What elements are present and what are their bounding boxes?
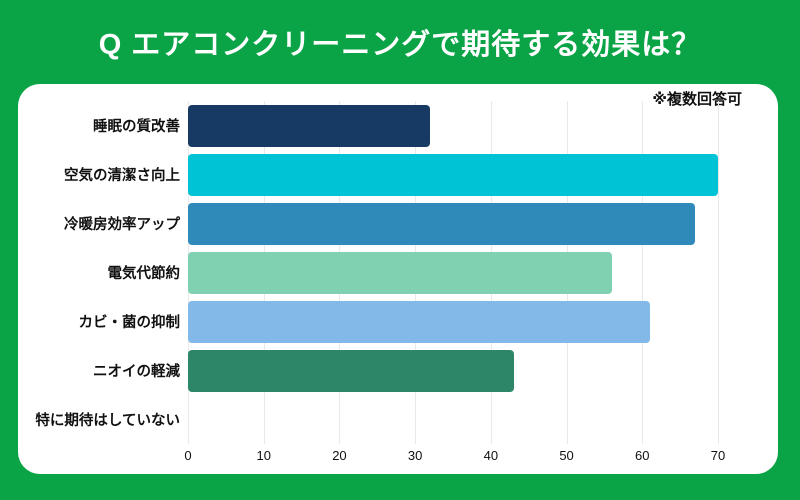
category-label: 特に期待はしていない: [35, 413, 180, 429]
x-tick-label: 10: [256, 448, 271, 463]
category-label: カビ・菌の抑制: [78, 315, 181, 331]
bar: [188, 104, 431, 147]
x-tick-label: 70: [710, 448, 726, 463]
bar: [188, 153, 718, 196]
gridline: [718, 101, 719, 444]
category-label: 冷暖房効率アップ: [64, 217, 180, 233]
x-tick-label: 20: [332, 448, 347, 463]
category-label: ニオイの軽減: [93, 364, 180, 380]
chart-row: 空気の清潔さ向上: [18, 150, 774, 199]
bar-track: [188, 150, 774, 199]
bar: [188, 300, 650, 343]
chart-row: ニオイの軽減: [18, 346, 774, 395]
x-tick-label: 0: [184, 448, 192, 463]
x-tick-label: 30: [407, 448, 423, 463]
bar-track: [188, 248, 774, 297]
bar-track: [188, 395, 774, 444]
x-tick-label: 50: [559, 448, 574, 463]
bar-track: [188, 101, 774, 150]
x-axis: 0 10 20 30 40 50 60 70: [184, 448, 774, 466]
chart-row: 冷暖房効率アップ: [18, 199, 774, 248]
bar-track: [188, 199, 774, 248]
category-label: 睡眠の質改善: [93, 119, 180, 135]
chart-row: 睡眠の質改善: [18, 101, 774, 150]
chart-row: 特に期待はしていない: [18, 395, 774, 444]
multiple-answers-note: ※複数回答可: [652, 91, 742, 108]
chart-row: カビ・菌の抑制: [18, 297, 774, 346]
gridline: [642, 101, 644, 444]
x-tick-label: 40: [483, 448, 499, 463]
bar: [188, 251, 612, 294]
chart-title: Q エアコンクリーニングで期待する効果は？: [98, 29, 702, 61]
bar-rows: 睡眠の質改善空気の清潔さ向上 冷暖房効率アップ電気代節約カビ・菌の抑制ニオイの軽減…: [18, 101, 774, 444]
category-label: 空気の清潔さ向上: [64, 168, 180, 184]
chart-row: 電気代節約: [18, 248, 774, 297]
chart-title-banner: Q エアコンクリーニングで期待する効果は？: [0, 0, 800, 84]
category-label: 電気代節約: [107, 266, 181, 282]
x-tick-label: 60: [635, 448, 650, 463]
bar: [188, 202, 696, 245]
bar: [188, 349, 514, 392]
chart-card: ※複数回答可 睡眠の質改善空気の清潔さ向上 冷暖房効率アップ電気代節約カビ・菌の抑…: [18, 84, 778, 474]
bar-track: [188, 297, 774, 346]
bar-track: [188, 346, 774, 395]
